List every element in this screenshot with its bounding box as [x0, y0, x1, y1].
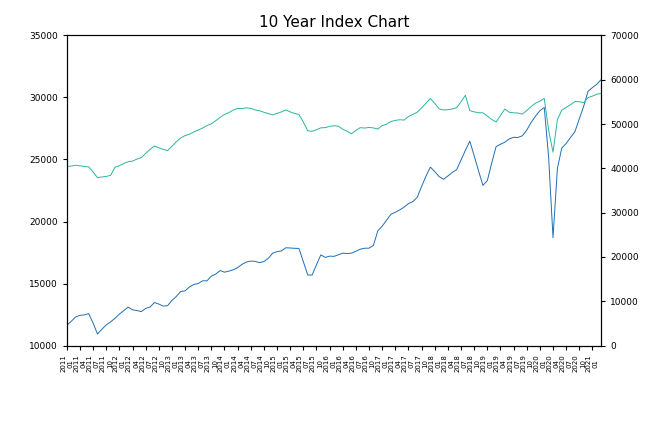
Title: 10 Year Index Chart: 10 Year Index Chart — [259, 15, 409, 30]
Legend: Dow Jones, JSE Top 40 Index: Dow Jones, JSE Top 40 Index — [220, 440, 448, 443]
